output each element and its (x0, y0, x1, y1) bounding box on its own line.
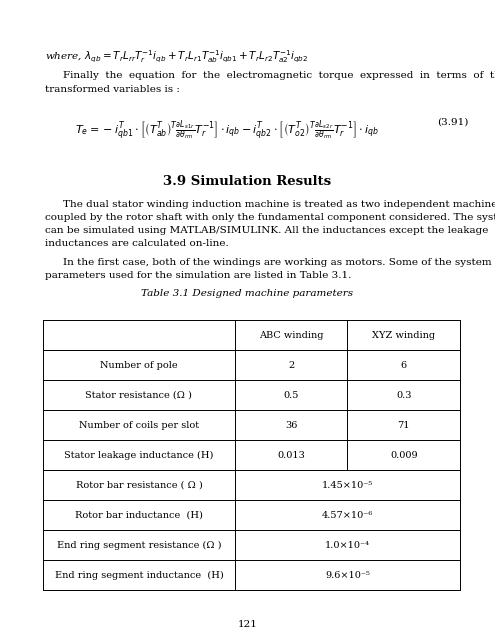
Text: inductances are calculated on-line.: inductances are calculated on-line. (45, 239, 229, 248)
Text: 36: 36 (285, 420, 297, 429)
Text: transformed variables is :: transformed variables is : (45, 85, 180, 94)
Text: Table 3.1 Designed machine parameters: Table 3.1 Designed machine parameters (142, 289, 353, 298)
Text: Stator resistance (Ω ): Stator resistance (Ω ) (86, 390, 193, 399)
Text: 3.9 Simulation Results: 3.9 Simulation Results (163, 175, 332, 188)
Text: can be simulated using MATLAB/SIMULINK. All the inductances except the leakage: can be simulated using MATLAB/SIMULINK. … (45, 226, 489, 235)
Text: Number of pole: Number of pole (100, 360, 178, 369)
Text: where, $\lambda_{qb} = T_r L_{rr} T_r^{-1}i_{qb} + T_r L_{r1} T_{ab}^{-1} i_{qb1: where, $\lambda_{qb} = T_r L_{rr} T_r^{-… (45, 48, 308, 65)
Text: End ring segment resistance (Ω ): End ring segment resistance (Ω ) (56, 540, 221, 550)
Text: parameters used for the simulation are listed in Table 3.1.: parameters used for the simulation are l… (45, 271, 351, 280)
Text: coupled by the rotor shaft with only the fundamental component considered. The s: coupled by the rotor shaft with only the… (45, 213, 495, 222)
Text: ABC winding: ABC winding (259, 330, 323, 339)
Text: Number of coils per slot: Number of coils per slot (79, 420, 199, 429)
Text: 2: 2 (288, 360, 294, 369)
Text: 0.5: 0.5 (284, 390, 299, 399)
Text: 0.013: 0.013 (277, 451, 305, 460)
Text: 71: 71 (397, 420, 410, 429)
Text: 9.6×10⁻⁵: 9.6×10⁻⁵ (325, 570, 370, 579)
Text: Finally  the  equation  for  the  electromagnetic  torque  expressed  in  terms : Finally the equation for the electromagn… (63, 71, 495, 80)
Text: 0.009: 0.009 (390, 451, 417, 460)
Text: $T_e = -i_{qb1}^T \cdot \left[\left(T_{ab}^T\right)^T\frac{\partial L_{s1r}}{\pa: $T_e = -i_{qb1}^T \cdot \left[\left(T_{a… (75, 118, 380, 142)
Text: XYZ winding: XYZ winding (372, 330, 435, 339)
Text: 121: 121 (238, 620, 257, 629)
Text: 1.45×10⁻⁵: 1.45×10⁻⁵ (322, 481, 373, 490)
Text: 0.3: 0.3 (396, 390, 411, 399)
Text: Stator leakage inductance (H): Stator leakage inductance (H) (64, 451, 214, 460)
Text: (3.91): (3.91) (437, 118, 468, 127)
Text: In the first case, both of the windings are working as motors. Some of the syste: In the first case, both of the windings … (63, 258, 492, 267)
Text: End ring segment inductance  (H): End ring segment inductance (H) (54, 570, 223, 580)
Text: Rotor bar resistance ( Ω ): Rotor bar resistance ( Ω ) (76, 481, 202, 490)
Text: Rotor bar inductance  (H): Rotor bar inductance (H) (75, 511, 203, 520)
Text: 4.57×10⁻⁶: 4.57×10⁻⁶ (322, 511, 373, 520)
Text: 6: 6 (400, 360, 407, 369)
Text: 1.0×10⁻⁴: 1.0×10⁻⁴ (325, 541, 370, 550)
Text: The dual stator winding induction machine is treated as two independent machines: The dual stator winding induction machin… (63, 200, 495, 209)
